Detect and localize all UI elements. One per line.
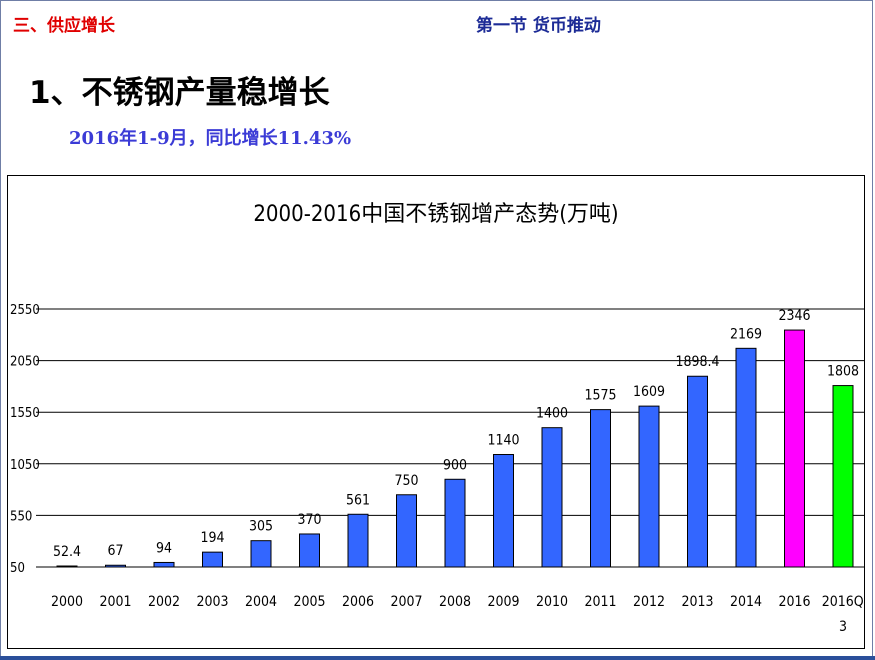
x-tick-label: 2006 (342, 594, 374, 610)
value-label: 305 (249, 519, 273, 535)
x-tick-label: 2013 (681, 594, 713, 610)
value-label: 370 (297, 512, 321, 528)
x-tick-label: 2001 (99, 594, 131, 610)
y-tick-label: 550 (10, 509, 32, 524)
x-tick-label: 2012 (633, 594, 665, 610)
value-label: 1898.4 (675, 354, 719, 370)
bar (347, 513, 369, 568)
x-tick-label: 2016 (778, 594, 810, 610)
bar (250, 540, 272, 568)
chapter-title: 第一节 货币推动 (476, 16, 601, 36)
value-label: 2346 (778, 308, 810, 324)
x-tick-label: 2014 (730, 594, 762, 610)
slide-bottom-edge (0, 656, 875, 660)
main-heading: 1、不锈钢产量稳增长 (29, 75, 330, 111)
bar-chart: 2000-2016中国不锈钢增产态势(万吨) 50 550 1050 1550 2050… (10, 202, 875, 635)
x-tick-label: 2000 (51, 594, 83, 610)
bar (784, 329, 805, 568)
value-label: 750 (394, 473, 418, 489)
bar (638, 405, 660, 568)
bar (832, 385, 854, 568)
bar (299, 533, 320, 568)
value-label: 900 (443, 457, 467, 473)
bar (56, 565, 78, 568)
x-tick-label: 3 (839, 619, 847, 635)
sub-heading: 2016年1-9月，同比增长11.43% (69, 128, 352, 149)
x-tick-label: 2008 (439, 594, 471, 610)
bar (493, 454, 514, 568)
value-label: 1609 (633, 384, 665, 400)
bar (687, 375, 708, 568)
chart-frame: 2000-2016中国不锈钢增产态势(万吨) 50 550 1050 1550 2050… (7, 175, 875, 649)
value-label: 67 (107, 543, 123, 559)
section-title: 三、供应增长 (13, 16, 115, 36)
x-tick-label: 2002 (148, 594, 180, 610)
y-tick-label: 1550 (10, 406, 40, 421)
x-tick-label: 2004 (245, 594, 277, 610)
value-label: 1808 (827, 364, 859, 380)
value-label: 1400 (536, 406, 568, 422)
chart-title: 2000-2016中国不锈钢增产态势(万吨) (253, 202, 618, 227)
value-label: 94 (156, 540, 172, 556)
value-label: 52.4 (53, 544, 81, 560)
y-tick-label: 1050 (10, 458, 40, 473)
bar (202, 551, 223, 568)
y-tick-label: 2550 (10, 303, 40, 318)
bar (735, 347, 757, 568)
bar (541, 427, 563, 568)
y-tick-label: 50 (10, 561, 25, 576)
x-tick-label: 2016Q1- (822, 594, 864, 610)
bar (105, 564, 126, 568)
y-axis-labels: 50 550 1050 1550 2050 2550 (10, 303, 40, 576)
value-labels: 52.4 67 94 194 305 370 561 750 900 1140 1400 1575 16… (53, 308, 859, 560)
x-tick-label: 2003 (196, 594, 228, 610)
bar (444, 478, 466, 568)
bar (396, 494, 417, 568)
x-tick-label: 2010 (536, 594, 568, 610)
x-axis-labels: 2000 2001 2002 2003 2004 2005 2006 2007 2008 2009… (51, 594, 875, 635)
y-tick-label: 2050 (10, 355, 40, 370)
x-tick-label: 2009 (487, 594, 519, 610)
bar (590, 409, 611, 568)
chart-bars (56, 329, 854, 568)
value-label: 1575 (584, 388, 616, 404)
value-label: 1140 (487, 433, 519, 449)
x-tick-label: 2007 (390, 594, 422, 610)
value-label: 561 (346, 492, 370, 508)
x-tick-label: 2011 (584, 594, 616, 610)
bar (153, 561, 175, 568)
value-label: 194 (200, 530, 224, 546)
value-label: 2169 (730, 326, 762, 342)
x-tick-label: 2005 (293, 594, 325, 610)
